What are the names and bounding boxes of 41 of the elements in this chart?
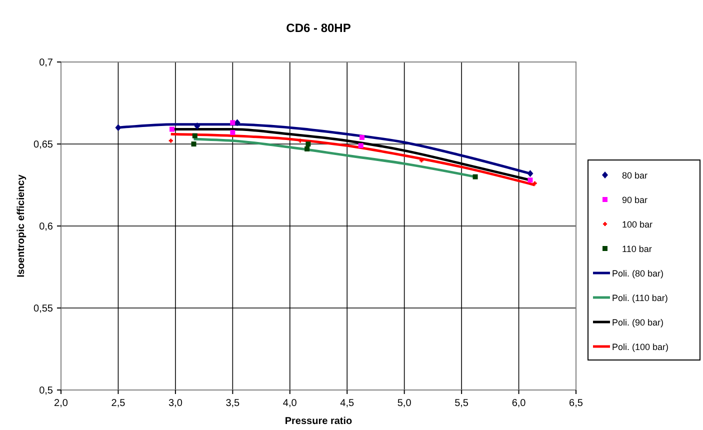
point (359, 134, 364, 140)
x-tick-label: 4,5 (340, 398, 354, 409)
x-axis-title: Pressure ratio (284, 416, 352, 427)
point (192, 133, 198, 138)
point (230, 130, 236, 136)
point (306, 142, 311, 146)
y-tick-label: 0,55 (34, 304, 54, 314)
point (234, 119, 240, 126)
legend-label: 100 bar (622, 220, 653, 230)
y-tick-label: 0,5 (39, 386, 54, 396)
legend-label: 80 bar (622, 170, 648, 180)
x-tick-label: 6,0 (512, 398, 526, 409)
x-tick-label: 2,0 (54, 398, 68, 409)
point (115, 124, 122, 132)
legend-label: 90 bar (622, 195, 648, 205)
point (194, 122, 200, 130)
point (230, 120, 236, 126)
point (358, 143, 364, 148)
y-tick-label: 0,7 (39, 58, 54, 68)
legend-label: Poli. (90 bar) (612, 318, 664, 328)
legend-label: 110 bar (622, 244, 652, 254)
x-tick-label: 5,0 (397, 398, 412, 409)
y-tick-label: 0,6 (39, 222, 54, 232)
x-tick-label: 3,0 (168, 398, 183, 409)
point (191, 142, 196, 146)
y-axis-title: Isoentropic efficiency (16, 174, 27, 278)
legend-label: Poli. (100 bar) (612, 342, 669, 352)
x-tick-label: 5,5 (454, 398, 469, 409)
point (170, 126, 175, 132)
point (472, 174, 478, 180)
point (527, 170, 534, 178)
x-tick-label: 2,5 (111, 398, 126, 409)
point (304, 146, 310, 152)
x-tick-label: 6,5 (569, 398, 584, 409)
legend-label: Poli. (80 bar) (612, 268, 664, 278)
x-tick-label: 3,5 (226, 398, 240, 409)
y-tick-label: 0,65 (34, 140, 54, 150)
chart-title: CD6 - 80HP (286, 21, 351, 35)
point (528, 178, 533, 183)
x-tick-label: 4,0 (282, 398, 298, 409)
legend-label: Poli. (110 bar) (612, 293, 668, 303)
